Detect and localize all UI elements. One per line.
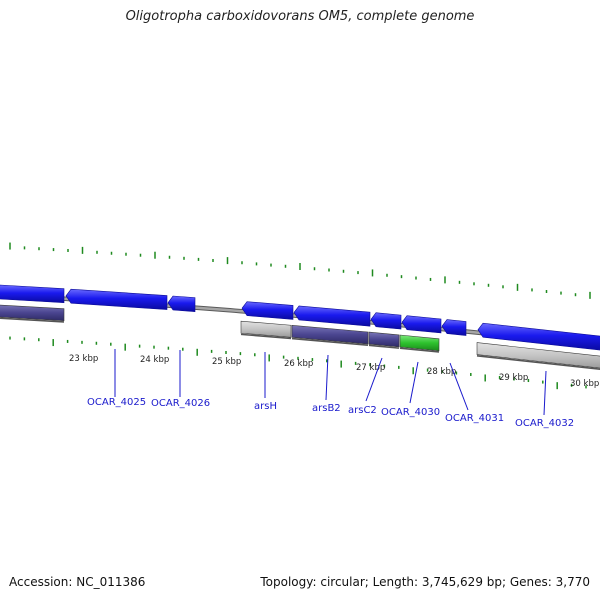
feature-bar-shadow bbox=[291, 337, 369, 347]
gene-label-ocar-4025[interactable]: OCAR_4025 bbox=[87, 397, 146, 408]
scale-label-24: 24 kbp bbox=[140, 355, 169, 365]
feature-bar-shadow bbox=[476, 355, 600, 371]
feature-bar[interactable] bbox=[291, 324, 369, 345]
feature-bar-shadow bbox=[240, 333, 292, 340]
cds-arrow[interactable] bbox=[401, 315, 442, 334]
gene-labels: OCAR_4025 OCAR_4026 arsH arsB2 arsC2 OCA… bbox=[87, 397, 574, 429]
inner-tick-marks bbox=[9, 336, 587, 390]
outer-tick-marks bbox=[9, 242, 591, 299]
feature-bar[interactable] bbox=[476, 342, 600, 369]
scale-label-26: 26 kbp bbox=[284, 359, 313, 369]
leader-ocar-4032 bbox=[543, 370, 547, 416]
accession-text: Accession: NC_011386 bbox=[9, 575, 146, 589]
scale-label-29: 29 kbp bbox=[499, 373, 528, 383]
cds-arrow[interactable] bbox=[241, 301, 294, 320]
gene-label-arsb2[interactable]: arsB2 bbox=[312, 403, 341, 414]
gene-label-leaders bbox=[114, 349, 547, 416]
leader-ocar-4031 bbox=[449, 362, 469, 411]
feature-bar-shadow bbox=[399, 347, 440, 353]
cds-arrow[interactable] bbox=[293, 305, 371, 327]
feature-bar[interactable] bbox=[0, 304, 65, 322]
feature-track bbox=[0, 304, 600, 371]
gene-label-ocar-4026[interactable]: OCAR_4026 bbox=[151, 398, 210, 409]
feature-bar[interactable] bbox=[368, 331, 400, 348]
gene-label-ocar-4030[interactable]: OCAR_4030 bbox=[381, 407, 440, 418]
cds-arrow[interactable] bbox=[65, 288, 168, 310]
scale-label-28: 28 kbp bbox=[427, 367, 456, 377]
gene-label-ocar-4031[interactable]: OCAR_4031 bbox=[445, 413, 504, 424]
scale-label-27: 27 kbp bbox=[356, 363, 385, 373]
cds-track bbox=[0, 284, 600, 351]
cds-arrow[interactable] bbox=[477, 322, 600, 351]
feature-bar[interactable] bbox=[399, 334, 440, 352]
leader-arsc2 bbox=[365, 357, 383, 402]
scale-label-25: 25 kbp bbox=[212, 357, 241, 367]
scale-label-23: 23 kbp bbox=[69, 354, 98, 364]
topology-summary-text: Topology: circular; Length: 3,745,629 bp… bbox=[260, 575, 590, 589]
cds-arrow[interactable] bbox=[0, 284, 65, 304]
cds-arrow[interactable] bbox=[167, 295, 196, 312]
feature-bar-shadow bbox=[368, 344, 400, 349]
scale-labels: 23 kbp 24 kbp 25 kbp 26 kbp 27 kbp 28 kb… bbox=[69, 354, 599, 389]
scale-label-30: 30 kbp bbox=[570, 379, 599, 389]
feature-bar-shadow bbox=[0, 317, 65, 323]
leader-arsb2 bbox=[325, 354, 329, 401]
cds-arrow[interactable] bbox=[370, 312, 402, 330]
leader-ocar-4030 bbox=[409, 361, 419, 404]
cds-arrow[interactable] bbox=[441, 319, 467, 336]
gene-label-arsh[interactable]: arsH bbox=[254, 401, 277, 412]
feature-bar[interactable] bbox=[240, 320, 292, 338]
gene-label-arsc2[interactable]: arsC2 bbox=[348, 405, 377, 416]
gene-label-ocar-4032[interactable]: OCAR_4032 bbox=[515, 418, 574, 429]
map-title: Oligotropha carboxidovorans OM5, complet… bbox=[125, 9, 475, 24]
